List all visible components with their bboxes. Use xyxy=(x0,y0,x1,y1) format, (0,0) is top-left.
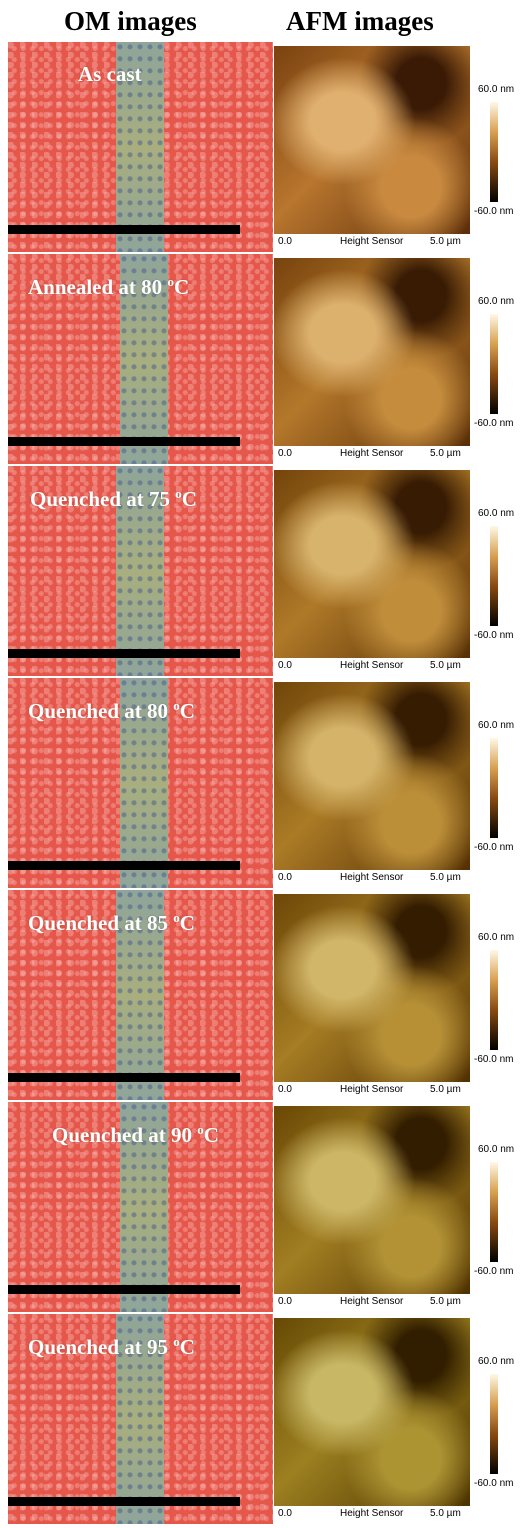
om-image: Quenched at 85 oC xyxy=(8,890,273,1100)
afm-image xyxy=(274,682,470,870)
scale-bar xyxy=(8,1073,240,1082)
afm-axis-end: 5.0 µm xyxy=(430,236,461,247)
afm-axis-end: 5.0 µm xyxy=(430,1296,461,1307)
scale-max: 60.0 nm xyxy=(478,1356,514,1367)
om-image: Quenched at 80 oC xyxy=(8,678,273,888)
scale-min: -60.0 nm xyxy=(474,842,513,853)
sample-label: Quenched at 95 oC xyxy=(28,1334,195,1360)
afm-axis-end: 5.0 µm xyxy=(430,448,461,459)
scale-min: -60.0 nm xyxy=(474,1478,513,1489)
om-image: Annealed at 80 oC xyxy=(8,254,273,464)
afm-axis-start: 0.0 xyxy=(278,236,292,247)
afm-axis-label: Height Sensor xyxy=(340,236,403,247)
sample-label: Quenched at 75 oC xyxy=(30,486,197,512)
label-unit: C xyxy=(180,911,195,935)
afm-image xyxy=(274,470,470,658)
sample-label: As cast xyxy=(78,62,142,87)
page: {"header": {"om_title": "OM images", "af… xyxy=(0,0,530,1528)
afm-axis-end: 5.0 µm xyxy=(430,872,461,883)
color-bar xyxy=(490,1162,498,1262)
scale-bar xyxy=(8,225,240,234)
color-bar xyxy=(490,738,498,838)
afm-image xyxy=(274,1106,470,1294)
label-text: Quenched at 75 xyxy=(30,487,175,511)
afm-axis-start: 0.0 xyxy=(278,660,292,671)
color-bar xyxy=(490,950,498,1050)
sample-label: Quenched at 85 oC xyxy=(28,910,195,936)
scale-bar xyxy=(8,1285,240,1294)
scale-min: -60.0 nm xyxy=(474,418,513,429)
label-text: Quenched at 90 xyxy=(52,1123,197,1147)
afm-axis-end: 5.0 µm xyxy=(430,660,461,671)
afm-axis-start: 0.0 xyxy=(278,1296,292,1307)
afm-axis-start: 0.0 xyxy=(278,1084,292,1095)
label-unit: C xyxy=(204,1123,219,1147)
scale-max: 60.0 nm xyxy=(478,932,514,943)
label-unit: C xyxy=(174,275,189,299)
label-unit: C xyxy=(182,487,197,511)
scale-max: 60.0 nm xyxy=(478,508,514,519)
sample-label: Quenched at 90 oC xyxy=(52,1122,219,1148)
sample-label: Annealed at 80 oC xyxy=(28,274,189,300)
sample-label: Quenched at 80 oC xyxy=(28,698,195,724)
color-bar xyxy=(490,314,498,414)
scale-max: 60.0 nm xyxy=(478,1144,514,1155)
afm-image xyxy=(274,1318,470,1506)
afm-axis-label: Height Sensor xyxy=(340,660,403,671)
afm-axis-start: 0.0 xyxy=(278,872,292,883)
afm-axis-label: Height Sensor xyxy=(340,872,403,883)
afm-axis-start: 0.0 xyxy=(278,448,292,459)
label-text: As cast xyxy=(78,62,142,86)
color-bar xyxy=(490,526,498,626)
om-image: Quenched at 90 oC xyxy=(8,1102,273,1312)
scale-bar xyxy=(8,649,240,658)
label-text: Quenched at 85 xyxy=(28,911,173,935)
om-image: Quenched at 95 oC xyxy=(8,1314,273,1524)
om-image: Quenched at 75 oC xyxy=(8,466,273,676)
color-bar xyxy=(490,1374,498,1474)
scale-max: 60.0 nm xyxy=(478,296,514,307)
scale-max: 60.0 nm xyxy=(478,720,514,731)
om-header: OM images xyxy=(64,6,197,37)
afm-image xyxy=(274,258,470,446)
scale-min: -60.0 nm xyxy=(474,1266,513,1277)
om-image: As cast xyxy=(8,42,273,252)
scale-bar xyxy=(8,861,240,870)
scale-bar xyxy=(8,437,240,446)
afm-image xyxy=(274,894,470,1082)
afm-axis-label: Height Sensor xyxy=(340,1508,403,1519)
afm-axis-label: Height Sensor xyxy=(340,1296,403,1307)
color-bar xyxy=(490,102,498,202)
label-unit: C xyxy=(180,1335,195,1359)
label-text: Annealed at 80 xyxy=(28,275,167,299)
afm-axis-start: 0.0 xyxy=(278,1508,292,1519)
label-text: Quenched at 95 xyxy=(28,1335,173,1359)
afm-axis-end: 5.0 µm xyxy=(430,1508,461,1519)
afm-image xyxy=(274,46,470,234)
scale-min: -60.0 nm xyxy=(474,1054,513,1065)
afm-axis-label: Height Sensor xyxy=(340,1084,403,1095)
afm-axis-label: Height Sensor xyxy=(340,448,403,459)
afm-header: AFM images xyxy=(286,6,434,37)
label-text: Quenched at 80 xyxy=(28,699,173,723)
afm-axis-end: 5.0 µm xyxy=(430,1084,461,1095)
scale-bar xyxy=(8,1497,240,1506)
scale-max: 60.0 nm xyxy=(478,84,514,95)
scale-min: -60.0 nm xyxy=(474,206,513,217)
label-unit: C xyxy=(180,699,195,723)
scale-min: -60.0 nm xyxy=(474,630,513,641)
